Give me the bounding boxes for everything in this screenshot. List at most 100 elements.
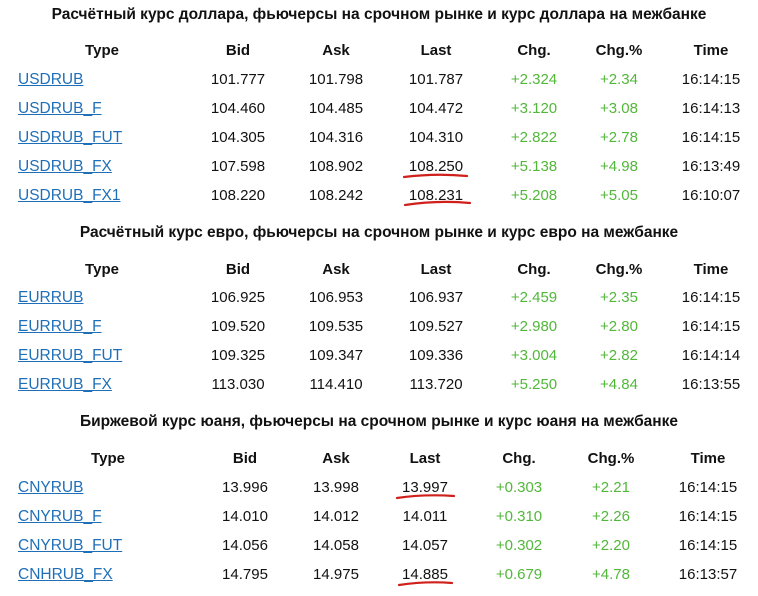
header-chg-pct: Chg.%: [595, 42, 643, 59]
table-row: CNHRUB_FX 14.795 14.975 14.885 +0.679 +4…: [0, 565, 758, 585]
bid-value: 14.010: [222, 508, 268, 525]
eur-table-header: Type Bid Ask Last Chg. Chg.% Time: [0, 260, 758, 280]
change-value: +0.679: [495, 566, 543, 583]
last-value: 109.336: [408, 347, 464, 364]
change-pct-value: +2.34: [600, 71, 638, 88]
header-chg: Chg.: [517, 261, 551, 278]
change-value: +3.004: [510, 347, 558, 364]
symbol-link-eurrub-fx[interactable]: EURRUB_FX: [18, 376, 112, 393]
header-ask: Ask: [322, 450, 350, 467]
change-value: +0.302: [495, 537, 543, 554]
symbol-link-eurrub[interactable]: EURRUB: [18, 289, 84, 306]
time-value: 16:14:15: [681, 129, 741, 146]
change-value: +5.138: [510, 158, 558, 175]
ask-value: 109.535: [308, 318, 364, 335]
symbol-link-cnyrub-fut[interactable]: CNYRUB_FUT: [18, 537, 123, 554]
bid-value: 109.520: [210, 318, 266, 335]
table-row: EURRUB_FUT 109.325 109.347 109.336 +3.00…: [0, 346, 758, 366]
symbol-link-cnhrub-fx[interactable]: CNHRUB_FX: [18, 566, 113, 583]
table-row: EURRUB_FX 113.030 114.410 113.720 +5.250…: [0, 375, 758, 395]
symbol-link-usdrub-fx[interactable]: USDRUB_FX: [18, 158, 112, 175]
change-value: +2.980: [510, 318, 558, 335]
header-time: Time: [690, 450, 726, 467]
symbol-link-usdrub-f[interactable]: USDRUB_F: [18, 100, 102, 117]
header-chg-pct: Chg.%: [595, 261, 643, 278]
header-ask: Ask: [322, 261, 350, 278]
time-value: 16:14:15: [681, 289, 741, 306]
time-value: 16:14:15: [681, 318, 741, 335]
last-value: 113.720: [409, 376, 463, 393]
last-value: 14.057: [402, 537, 448, 554]
bid-value: 104.305: [210, 129, 266, 146]
symbol-link-eurrub-fut[interactable]: EURRUB_FUT: [18, 347, 123, 364]
table-row: USDRUB_FX1 108.220 108.242 108.231 +5.20…: [0, 186, 758, 206]
time-value: 16:14:15: [678, 479, 738, 496]
last-value: 14.885: [402, 566, 448, 583]
header-chg-pct: Chg.%: [587, 450, 635, 467]
symbol-link-eurrub-f[interactable]: EURRUB_F: [18, 318, 102, 335]
ask-value: 101.798: [308, 71, 364, 88]
bid-value: 106.925: [210, 289, 266, 306]
last-value: 104.310: [408, 129, 464, 146]
table-row: CNYRUB 13.996 13.998 13.997 +0.303 +2.21…: [0, 478, 758, 498]
change-pct-value: +2.78: [600, 129, 638, 146]
bid-value: 14.056: [222, 537, 268, 554]
header-time: Time: [693, 261, 729, 278]
change-pct-value: +4.78: [592, 566, 630, 583]
change-pct-value: +2.26: [592, 508, 630, 525]
change-value: +5.208: [510, 187, 558, 204]
table-row: USDRUB 101.777 101.798 101.787 +2.324 +2…: [0, 70, 758, 90]
header-type: Type: [91, 450, 125, 467]
bid-value: 113.030: [211, 376, 265, 393]
last-value: 106.937: [408, 289, 464, 306]
table-row: USDRUB_F 104.460 104.485 104.472 +3.120 …: [0, 99, 758, 119]
table-row: EURRUB 106.925 106.953 106.937 +2.459 +2…: [0, 288, 758, 308]
change-value: +2.324: [510, 71, 558, 88]
ask-value: 108.902: [308, 158, 364, 175]
change-value: +0.303: [495, 479, 543, 496]
table-row: CNYRUB_FUT 14.056 14.058 14.057 +0.302 +…: [0, 536, 758, 556]
symbol-link-usdrub-fut[interactable]: USDRUB_FUT: [18, 129, 123, 146]
time-value: 16:14:15: [681, 71, 741, 88]
change-pct-value: +4.98: [600, 158, 638, 175]
change-value: +5.250: [510, 376, 558, 393]
bid-value: 109.325: [210, 347, 266, 364]
header-last: Last: [420, 261, 452, 278]
time-value: 16:14:15: [678, 537, 738, 554]
symbol-link-cnyrub-f[interactable]: CNYRUB_F: [18, 508, 102, 525]
symbol-link-usdrub[interactable]: USDRUB: [18, 71, 84, 88]
table-row: EURRUB_F 109.520 109.535 109.527 +2.980 …: [0, 317, 758, 337]
ask-value: 14.975: [313, 566, 359, 583]
change-value: +3.120: [510, 100, 558, 117]
bid-value: 101.777: [210, 71, 266, 88]
ask-value: 114.410: [309, 376, 363, 393]
time-value: 16:13:49: [681, 158, 741, 175]
table-row: USDRUB_FUT 104.305 104.316 104.310 +2.82…: [0, 128, 758, 148]
time-value: 16:10:07: [681, 187, 741, 204]
usd-section-title: Расчётный курс доллара, фьючерсы на сроч…: [51, 6, 707, 23]
last-value: 108.231: [408, 187, 464, 204]
change-pct-value: +2.82: [600, 347, 638, 364]
header-type: Type: [85, 42, 119, 59]
last-value: 13.997: [402, 479, 448, 496]
change-pct-value: +5.05: [600, 187, 638, 204]
ask-value: 14.012: [313, 508, 359, 525]
table-row: CNYRUB_F 14.010 14.012 14.011 +0.310 +2.…: [0, 507, 758, 527]
ask-value: 14.058: [313, 537, 359, 554]
change-pct-value: +4.84: [600, 376, 638, 393]
bid-value: 104.460: [210, 100, 266, 117]
symbol-link-cnyrub[interactable]: CNYRUB: [18, 479, 84, 496]
ask-value: 109.347: [308, 347, 364, 364]
time-value: 16:13:55: [681, 376, 741, 393]
symbol-link-usdrub-fx1[interactable]: USDRUB_FX1: [18, 187, 121, 204]
change-pct-value: +2.21: [592, 479, 630, 496]
time-value: 16:13:57: [678, 566, 738, 583]
time-value: 16:14:13: [681, 100, 741, 117]
ask-value: 108.242: [308, 187, 364, 204]
change-value: +2.459: [510, 289, 558, 306]
change-pct-value: +3.08: [600, 100, 638, 117]
header-chg: Chg.: [502, 450, 536, 467]
bid-value: 107.598: [210, 158, 266, 175]
eur-section-title: Расчётный курс евро, фьючерсы на срочном…: [79, 224, 679, 241]
header-type: Type: [85, 261, 119, 278]
